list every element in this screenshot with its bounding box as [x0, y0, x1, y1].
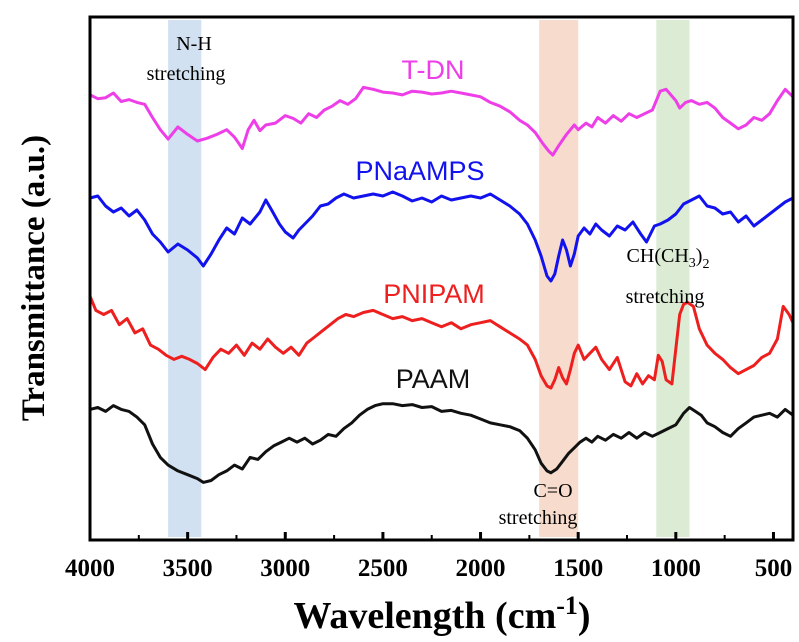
series-label-paam: PAAM	[396, 364, 471, 394]
x-tick-label: 500	[755, 555, 793, 582]
x-tick-label: 2500	[358, 555, 408, 582]
x-axis-title-superscript: -1	[556, 591, 578, 620]
series-line-paam	[89, 402, 794, 484]
series-lines	[88, 85, 795, 484]
series-line-t-dn	[89, 85, 795, 157]
band-n-h	[168, 20, 202, 537]
band-ch-ch3-2	[656, 20, 690, 537]
plot-frame	[88, 15, 795, 542]
series-line-pnipam	[88, 295, 795, 390]
x-tick-label: 3500	[163, 555, 213, 582]
x-axis-ticks: 4000 3500 3000 2500 2000 1500 1000 500	[65, 532, 792, 582]
band-label-ch-part4: 2	[702, 257, 709, 272]
band-label-ch-line1: CH(CH3)2	[627, 245, 710, 272]
series-line-pnaamps	[89, 190, 794, 283]
x-tick-label: 4000	[65, 555, 115, 582]
band-label-nh-line1: N-H	[176, 33, 212, 55]
band-labels: N-H stretching C=O stretching CH(CH3)2 stretc…	[147, 33, 710, 529]
band-label-co-line1: C=O	[533, 480, 572, 502]
band-label-nh-line2: stretching	[147, 63, 226, 85]
band-label-ch-part2: 3	[689, 256, 696, 271]
x-axis-title-close: )	[578, 595, 591, 637]
highlight-bands	[168, 20, 690, 537]
x-tick-label: 2000	[456, 555, 506, 582]
series-label-t-dn: T-DN	[402, 55, 465, 85]
band-label-ch-part3: )	[696, 245, 703, 267]
x-axis-title: Wavelength (cm-1)	[293, 591, 590, 637]
band-c-o	[539, 20, 579, 537]
x-axis-title-main: Wavelength (cm	[293, 595, 556, 637]
series-label-pnipam: PNIPAM	[383, 279, 485, 309]
band-label-ch-part1: CH(CH	[627, 245, 689, 267]
x-tick-label: 1500	[553, 555, 603, 582]
series-label-pnaamps: PNaAMPS	[355, 156, 484, 186]
x-tick-label: 3000	[260, 555, 310, 582]
band-label-ch-line2: stretching	[626, 286, 705, 308]
y-axis-title: Transmittance (a.u.)	[16, 135, 52, 421]
x-tick-label: 1000	[651, 555, 701, 582]
series-labels: T-DN PNaAMPS PNIPAM PAAM	[355, 55, 484, 394]
band-label-co-line2: stretching	[499, 507, 578, 529]
